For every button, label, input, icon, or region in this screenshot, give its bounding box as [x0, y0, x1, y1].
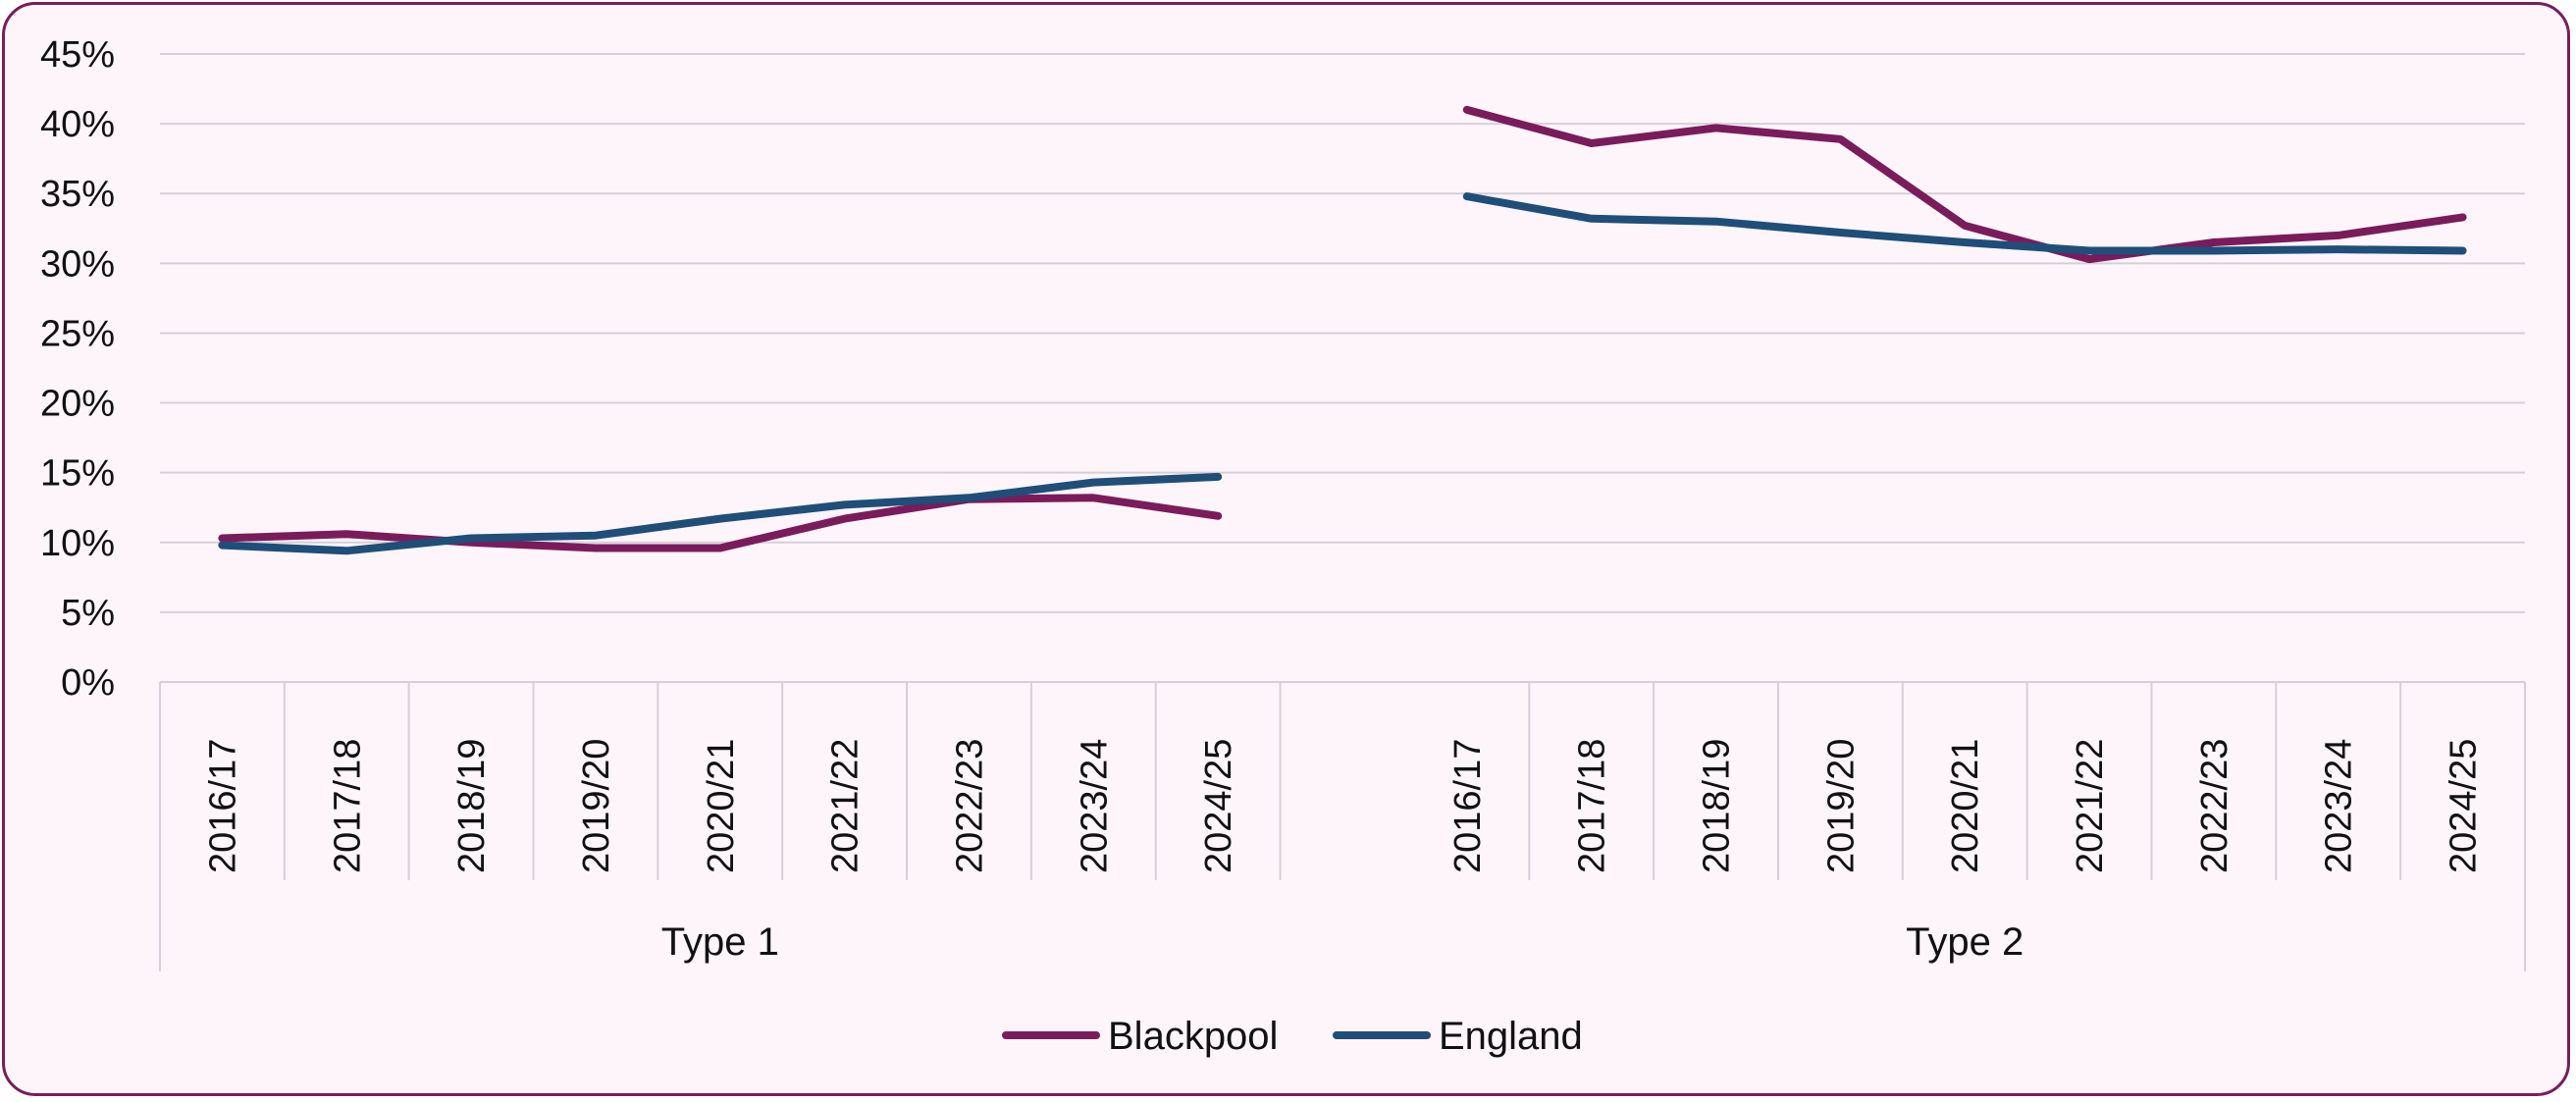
x-category-label: 2018/19 — [451, 739, 493, 873]
y-tick-label: 15% — [40, 453, 115, 495]
line-chart: 0% 5% 10% 15% 20% 25% 30% 35% 40% 45% 2016/17 2017… — [40, 34, 2526, 1058]
series-lines — [218, 105, 2467, 555]
y-tick-label: 10% — [40, 523, 115, 564]
x-category-label: 2024/25 — [2444, 739, 2485, 873]
x-category-label: 2023/24 — [1074, 739, 1115, 873]
y-tick-label: 35% — [40, 174, 115, 215]
series-line-blackpool — [218, 494, 1223, 552]
x-category-label: 2016/17 — [1447, 739, 1489, 873]
x-group-label: Type 1 — [661, 920, 779, 964]
series-line-blackpool — [1462, 105, 2467, 264]
legend-label: Blackpool — [1108, 1015, 1278, 1058]
x-category-label: 2020/21 — [1945, 739, 1986, 873]
series-line-england — [218, 472, 1223, 555]
y-tick-label: 0% — [61, 662, 115, 704]
x-category-label: 2017/18 — [327, 739, 368, 873]
y-tick-label: 5% — [61, 593, 115, 634]
legend: Blackpool England — [1002, 1015, 1583, 1058]
y-tick-label: 25% — [40, 313, 115, 354]
y-axis-ticks: 0% 5% 10% 15% 20% 25% 30% 35% 40% 45% — [40, 34, 115, 704]
x-category-label: 2020/21 — [701, 739, 742, 873]
y-tick-label: 20% — [40, 384, 115, 425]
x-category-label: 2018/19 — [1697, 739, 1738, 873]
x-axis-categories: 2016/17 2017/18 2018/19 2019/20 2020/21 2021/… — [202, 739, 2484, 873]
x-category-label: 2024/25 — [1198, 739, 1239, 873]
x-category-label: 2022/23 — [949, 739, 990, 873]
x-category-label: 2022/23 — [2194, 739, 2235, 873]
x-group-label: Type 2 — [1906, 920, 2024, 964]
x-category-label: 2021/22 — [2070, 739, 2111, 873]
x-category-label: 2019/20 — [1820, 739, 1862, 873]
y-tick-label: 30% — [40, 243, 115, 285]
legend-label: England — [1439, 1015, 1583, 1058]
gridlines — [160, 53, 2525, 613]
y-tick-label: 40% — [40, 104, 115, 145]
x-category-label: 2023/24 — [2319, 739, 2360, 873]
y-tick-label: 45% — [40, 34, 115, 76]
x-axis — [159, 681, 2526, 971]
x-category-label: 2021/22 — [825, 739, 867, 873]
x-category-label: 2017/18 — [1572, 739, 1613, 873]
x-category-label: 2016/17 — [202, 739, 243, 873]
x-category-label: 2019/20 — [576, 739, 617, 873]
x-axis-groups: Type 1 Type 2 — [661, 920, 2024, 964]
